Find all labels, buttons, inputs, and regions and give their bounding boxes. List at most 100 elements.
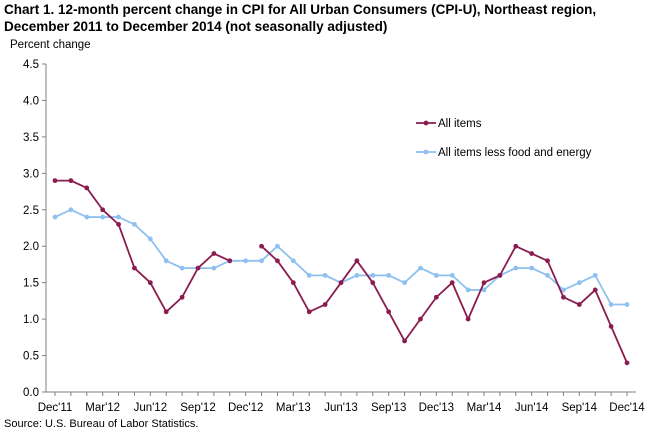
data-point-core bbox=[52, 214, 58, 220]
data-point-core bbox=[624, 302, 630, 307]
data-point-core bbox=[545, 272, 550, 278]
y-tick-label: 3.0 bbox=[23, 168, 39, 180]
data-point-all-items bbox=[386, 309, 392, 315]
data-point-all-items bbox=[481, 280, 487, 286]
data-point-all-items bbox=[576, 302, 582, 307]
data-point-core bbox=[100, 214, 106, 220]
data-point-all-items bbox=[433, 294, 439, 300]
legend-marker-all-items bbox=[423, 120, 429, 126]
data-point-all-items bbox=[624, 360, 630, 366]
data-point-core bbox=[433, 272, 439, 278]
x-tick-label: Jun'13 bbox=[324, 402, 358, 414]
y-tick-label: 0.5 bbox=[23, 351, 39, 363]
data-point-core bbox=[163, 258, 169, 264]
data-point-all-items bbox=[275, 258, 280, 264]
data-point-all-items bbox=[84, 185, 90, 191]
data-point-all-items bbox=[68, 178, 74, 184]
data-point-core bbox=[576, 280, 582, 286]
y-tick-label: 1.5 bbox=[23, 278, 39, 290]
x-tick-label: Jun'14 bbox=[515, 402, 549, 414]
data-point-all-items bbox=[116, 221, 121, 227]
data-point-all-items bbox=[52, 178, 58, 184]
data-point-core bbox=[147, 236, 153, 242]
data-point-core bbox=[402, 280, 407, 286]
x-tick-label: Dec'14 bbox=[609, 402, 645, 414]
x-tick-label: Sep'14 bbox=[562, 402, 598, 414]
x-tick-label: Dec'11 bbox=[38, 402, 73, 414]
data-point-all-items bbox=[338, 280, 344, 286]
data-point-all-items bbox=[465, 316, 471, 322]
data-point-core bbox=[370, 272, 376, 278]
y-tick-label: 4.5 bbox=[23, 59, 39, 71]
y-tick-label: 2.0 bbox=[23, 241, 39, 253]
data-point-core bbox=[418, 265, 423, 271]
data-point-all-items bbox=[306, 309, 312, 315]
data-point-all-items bbox=[529, 251, 535, 256]
data-point-all-items bbox=[497, 272, 503, 278]
data-point-core bbox=[354, 272, 360, 278]
data-point-core bbox=[132, 221, 137, 227]
y-tick-label: 1.0 bbox=[23, 314, 39, 326]
data-point-core bbox=[116, 214, 121, 220]
chart-title-line-1: Chart 1. 12-month percent change in CPI … bbox=[4, 2, 597, 17]
data-point-core bbox=[259, 258, 264, 264]
data-point-all-items bbox=[561, 294, 566, 300]
y-tick-label: 2.5 bbox=[23, 205, 39, 217]
legend-label-core: All items less food and energy bbox=[438, 147, 592, 159]
data-point-all-items bbox=[227, 258, 233, 264]
x-tick-label: Mar'14 bbox=[467, 402, 502, 414]
data-point-core bbox=[465, 287, 471, 293]
data-point-core bbox=[306, 272, 312, 278]
data-point-all-items bbox=[545, 258, 550, 264]
x-tick-label: Mar'12 bbox=[85, 402, 120, 414]
data-point-all-items bbox=[132, 265, 137, 271]
data-point-all-items bbox=[100, 207, 106, 213]
data-point-all-items bbox=[322, 302, 328, 307]
x-tick-label: Sep'13 bbox=[371, 402, 406, 414]
data-point-core bbox=[449, 272, 455, 278]
y-tick-label: 3.5 bbox=[23, 132, 39, 144]
data-point-core bbox=[386, 272, 392, 278]
data-point-all-items bbox=[195, 265, 201, 271]
data-point-all-items bbox=[592, 287, 598, 293]
data-point-all-items bbox=[290, 280, 296, 286]
data-point-core bbox=[513, 265, 519, 271]
data-point-core bbox=[84, 214, 90, 220]
data-point-all-items bbox=[147, 280, 153, 286]
data-point-core bbox=[529, 265, 535, 271]
data-point-core bbox=[179, 265, 185, 271]
x-tick-label: Mar'13 bbox=[276, 402, 311, 414]
series-line-all-items bbox=[55, 179, 628, 364]
data-point-core bbox=[68, 207, 74, 213]
data-point-all-items bbox=[513, 243, 519, 249]
data-point-core bbox=[275, 243, 280, 249]
y-axis-label: Percent change bbox=[10, 39, 91, 51]
chart-title-line-2: December 2011 to December 2014 (not seas… bbox=[4, 19, 388, 34]
data-point-core bbox=[322, 272, 328, 278]
x-tick-label: Dec'12 bbox=[228, 402, 263, 414]
data-point-core bbox=[243, 258, 249, 264]
data-point-all-items bbox=[211, 251, 217, 256]
data-point-all-items bbox=[370, 280, 376, 286]
source-note: Source: U.S. Bureau of Labor Statistics. bbox=[4, 418, 199, 430]
x-tick-label: Sep'12 bbox=[180, 402, 215, 414]
legend-marker-core bbox=[423, 149, 429, 155]
data-point-core bbox=[481, 287, 487, 293]
data-point-all-items bbox=[608, 324, 614, 329]
data-point-core bbox=[608, 302, 614, 307]
y-tick-label: 4.0 bbox=[23, 95, 39, 107]
legend-label-all-items: All items bbox=[438, 118, 482, 130]
chart-title: Chart 1. 12-month percent change in CPI … bbox=[4, 1, 644, 35]
y-tick-label: 0.0 bbox=[23, 387, 39, 399]
data-point-all-items bbox=[354, 258, 360, 264]
data-point-all-items bbox=[259, 243, 264, 249]
data-point-core bbox=[561, 287, 566, 293]
data-point-all-items bbox=[418, 316, 423, 322]
data-point-all-items bbox=[179, 294, 185, 300]
data-point-core bbox=[211, 265, 217, 271]
data-point-all-items bbox=[163, 309, 169, 315]
data-point-core bbox=[592, 272, 598, 278]
data-point-all-items bbox=[449, 280, 455, 286]
x-tick-label: Jun'12 bbox=[134, 402, 168, 414]
